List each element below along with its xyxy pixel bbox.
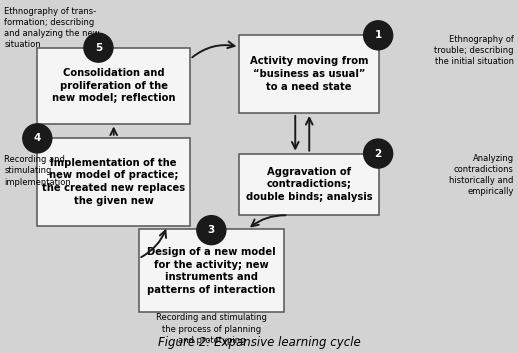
Text: Analyzing
contradictions
historically and
empirically: Analyzing contradictions historically an…	[450, 154, 514, 196]
Text: Aggravation of
contradictions;
double binds; analysis: Aggravation of contradictions; double bi…	[246, 167, 372, 202]
Text: 1: 1	[375, 30, 382, 40]
Text: 5: 5	[95, 43, 102, 53]
Text: Ethnography of trans-
formation; describing
and analyzing the new
situation: Ethnography of trans- formation; describ…	[4, 7, 100, 49]
Text: Implementation of the
new model of practice;
the created new replaces
the given : Implementation of the new model of pract…	[42, 157, 185, 206]
Text: Design of a new model
for the activity; new
instruments and
patterns of interact: Design of a new model for the activity; …	[147, 247, 276, 295]
FancyBboxPatch shape	[239, 154, 379, 215]
Text: Activity moving from
“business as usual”
to a need state: Activity moving from “business as usual”…	[250, 56, 368, 92]
Text: Recording and
stimulating
implementation: Recording and stimulating implementation	[4, 155, 71, 186]
Text: Recording and stimulating
the process of planning
and prototyping: Recording and stimulating the process of…	[156, 313, 267, 345]
Text: Figure 2: Expansive learning cycle: Figure 2: Expansive learning cycle	[157, 336, 361, 349]
Ellipse shape	[364, 21, 393, 50]
Ellipse shape	[23, 124, 52, 153]
Text: Consolidation and
proliferation of the
new model; reflection: Consolidation and proliferation of the n…	[52, 68, 176, 103]
Text: 2: 2	[375, 149, 382, 158]
FancyBboxPatch shape	[239, 35, 379, 113]
Text: Ethnography of
trouble; describing
the initial situation: Ethnography of trouble; describing the i…	[435, 35, 514, 66]
Text: 4: 4	[34, 133, 41, 143]
Text: 3: 3	[208, 225, 215, 235]
Ellipse shape	[197, 216, 226, 245]
FancyBboxPatch shape	[139, 229, 284, 312]
Ellipse shape	[364, 139, 393, 168]
FancyBboxPatch shape	[37, 48, 190, 124]
FancyBboxPatch shape	[37, 138, 190, 226]
Ellipse shape	[84, 33, 113, 62]
